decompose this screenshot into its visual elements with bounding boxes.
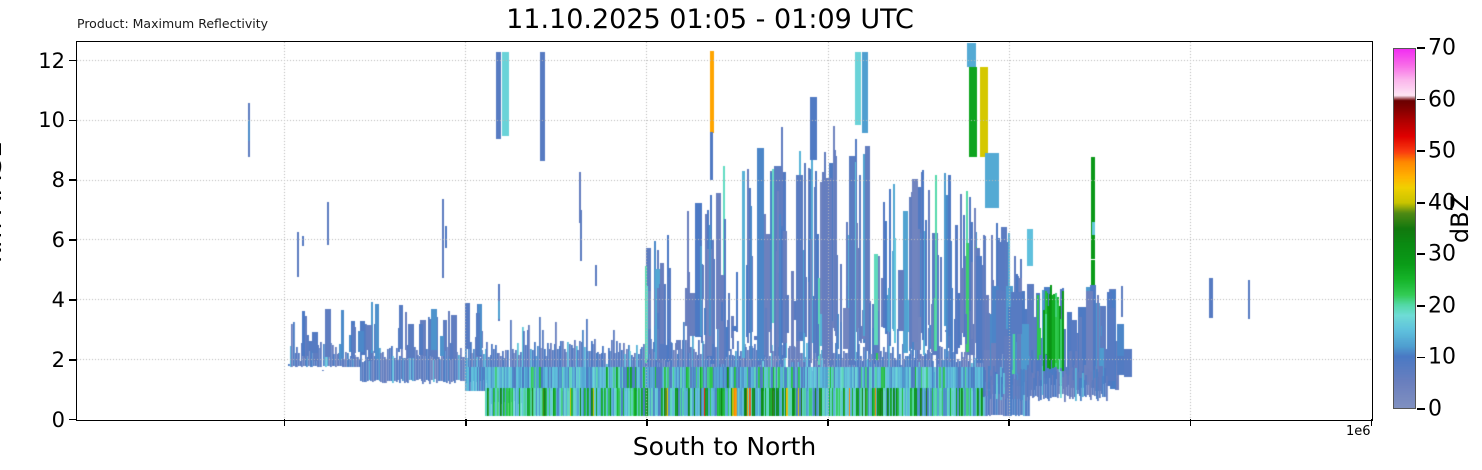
colorbar-tick-label-10: 10: [1428, 344, 1456, 370]
x-tick-mark: [1008, 419, 1011, 427]
plot-canvas-wrapper: [77, 42, 1372, 420]
colorbar-tick-mark: [1417, 408, 1425, 410]
y-tick-mark: [69, 299, 76, 301]
colorbar-gradient-canvas: [1394, 49, 1415, 408]
product-label: Product: Maximum Reflectivity: [77, 16, 269, 31]
y-tick-label-8: 8: [51, 168, 65, 193]
colorbar-tick-label-40: 40: [1428, 190, 1456, 216]
y-tick-mark: [69, 418, 76, 421]
y-tick-label-6: 6: [51, 228, 65, 253]
x-tick-mark: [1370, 419, 1373, 427]
colorbar-title: dBZ: [1446, 194, 1474, 244]
y-tick-mark: [69, 179, 76, 182]
x-tick-mark: [465, 419, 467, 427]
colorbar-tick-mark: [1417, 305, 1425, 307]
colorbar-tick-mark: [1417, 201, 1425, 204]
figure-title: 11.10.2025 01:05 - 01:09 UTC: [506, 4, 914, 35]
colorbar-tick-mark: [1417, 98, 1425, 101]
y-tick-mark: [69, 59, 76, 62]
colorbar-tick-mark: [1417, 253, 1425, 256]
x-tick-mark: [646, 419, 648, 427]
y-axis-label: km AMSL: [0, 143, 8, 263]
y-tick-mark: [69, 358, 76, 361]
x-tick-mark: [1189, 419, 1192, 427]
x-tick-mark: [283, 419, 286, 427]
y-tick-mark: [69, 239, 76, 241]
y-tick-label-2: 2: [51, 347, 65, 372]
colorbar-tick-label-0: 0: [1428, 396, 1442, 422]
y-tick-mark: [69, 119, 76, 122]
plot-area: [76, 41, 1373, 421]
colorbar-tick-label-60: 60: [1428, 87, 1456, 113]
x-axis-label: South to North: [632, 432, 817, 461]
x-axis-offset-text: 1e6: [1346, 424, 1371, 439]
x-tick-mark: [827, 419, 829, 427]
y-tick-label-12: 12: [38, 48, 65, 73]
colorbar-tick-label-70: 70: [1428, 35, 1456, 61]
colorbar: [1393, 48, 1416, 409]
colorbar-tick-label-20: 20: [1428, 293, 1456, 319]
colorbar-tick-label-30: 30: [1428, 241, 1456, 267]
colorbar-tick-label-50: 50: [1428, 138, 1456, 164]
y-tick-label-10: 10: [38, 108, 65, 133]
y-tick-label-4: 4: [51, 287, 65, 312]
y-tick-label-0: 0: [51, 407, 65, 432]
colorbar-tick-mark: [1417, 150, 1425, 152]
colorbar-tick-mark: [1417, 47, 1425, 49]
reflectivity-heatmap-canvas: [77, 42, 1371, 419]
colorbar-tick-mark: [1417, 356, 1425, 359]
